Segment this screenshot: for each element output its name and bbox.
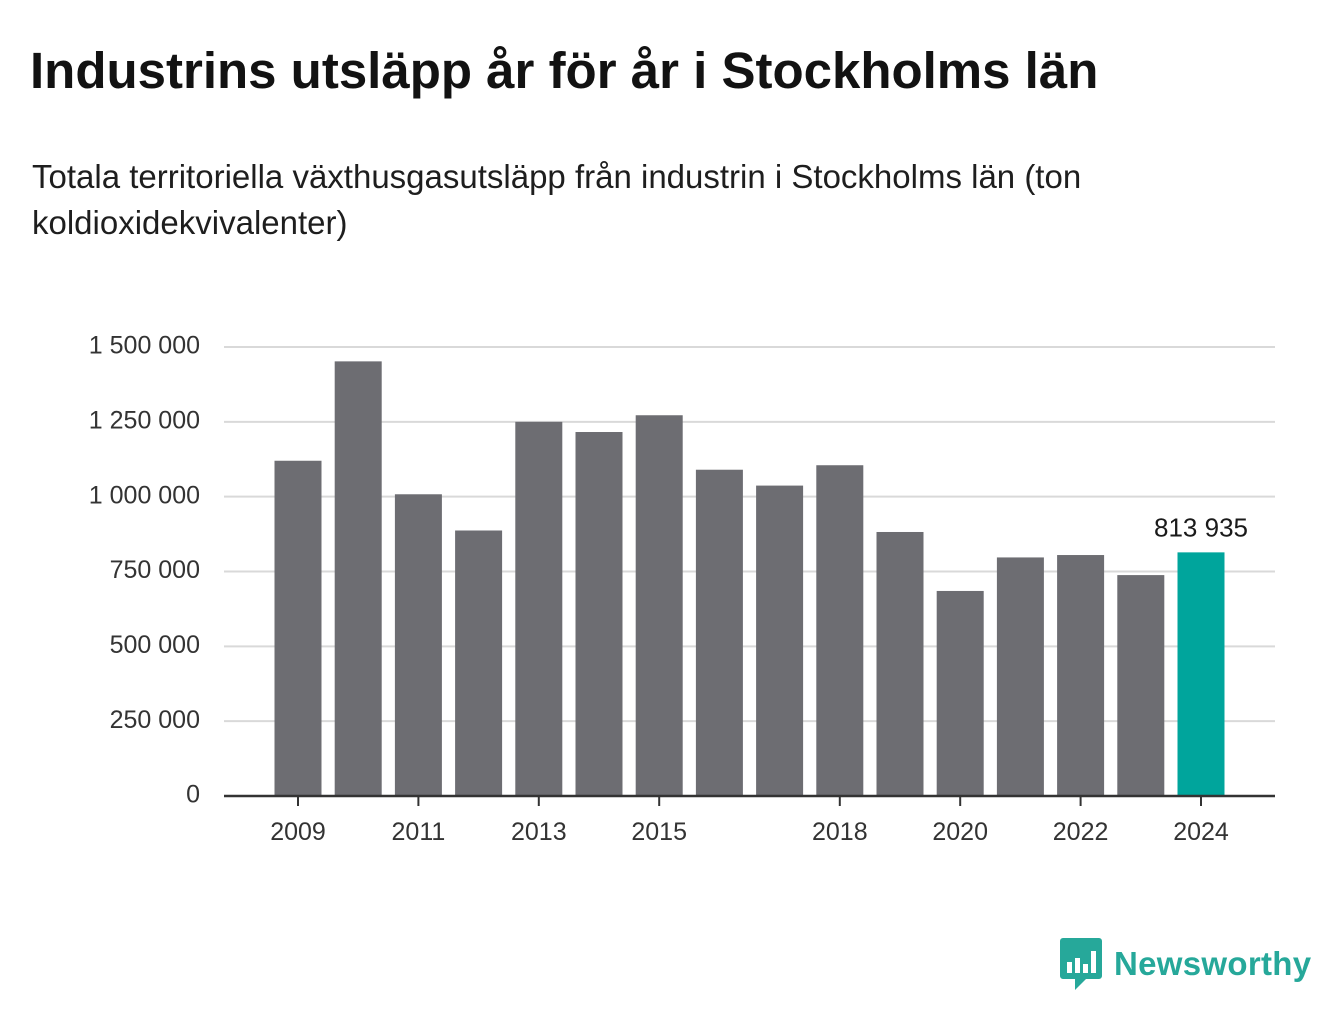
chart-title: Industrins utsläpp år för år i Stockholm… xyxy=(30,42,1099,99)
y-tick-label: 0 xyxy=(186,781,200,809)
x-tick-label: 2009 xyxy=(270,818,326,846)
y-tick-label: 1 250 000 xyxy=(89,406,200,434)
brand-logo: Newsworthy xyxy=(1060,938,1311,990)
y-tick-label: 1 000 000 xyxy=(89,481,200,509)
newsworthy-logo-icon xyxy=(1060,938,1102,990)
bar xyxy=(274,460,322,796)
bars xyxy=(274,361,1225,796)
bar xyxy=(1057,555,1105,796)
bar xyxy=(455,530,503,796)
bar xyxy=(876,531,924,796)
bar xyxy=(816,465,864,796)
y-tick-label: 750 000 xyxy=(110,556,200,584)
bar xyxy=(575,432,623,796)
bar xyxy=(1117,575,1165,796)
y-axis-tick-labels: 0 250 000 500 000 750 000 1 000 000 1 250 000… xyxy=(89,332,200,809)
chart-subtitle: Totala territoriella växthusgasutsläpp f… xyxy=(32,158,1082,241)
x-axis xyxy=(224,794,1275,806)
bar xyxy=(394,494,442,796)
data-label: 813 935 xyxy=(1154,512,1248,542)
data-labels: 813 935 xyxy=(1154,512,1248,542)
x-tick-label: 2022 xyxy=(1053,818,1109,846)
x-tick-label: 2011 xyxy=(392,818,446,846)
x-tick-label: 2018 xyxy=(812,818,868,846)
x-tick-label: 2013 xyxy=(511,818,567,846)
y-tick-label: 250 000 xyxy=(110,706,200,734)
bar xyxy=(936,590,984,796)
bar xyxy=(334,361,382,796)
brand-name: Newsworthy xyxy=(1114,945,1312,982)
bar xyxy=(515,421,563,796)
bar xyxy=(996,557,1044,796)
x-axis-tick-labels: 2009 2011 2013 2015 2018 2020 2022 2024 xyxy=(270,818,1229,846)
y-tick-label: 500 000 xyxy=(110,631,200,659)
bar xyxy=(756,485,804,796)
y-tick-label: 1 500 000 xyxy=(89,332,200,360)
bar xyxy=(1177,552,1225,796)
bar xyxy=(635,415,683,796)
x-tick-label: 2015 xyxy=(631,818,687,846)
x-tick-label: 2024 xyxy=(1173,818,1229,846)
x-tick-label: 2020 xyxy=(932,818,988,846)
bar xyxy=(695,469,743,796)
